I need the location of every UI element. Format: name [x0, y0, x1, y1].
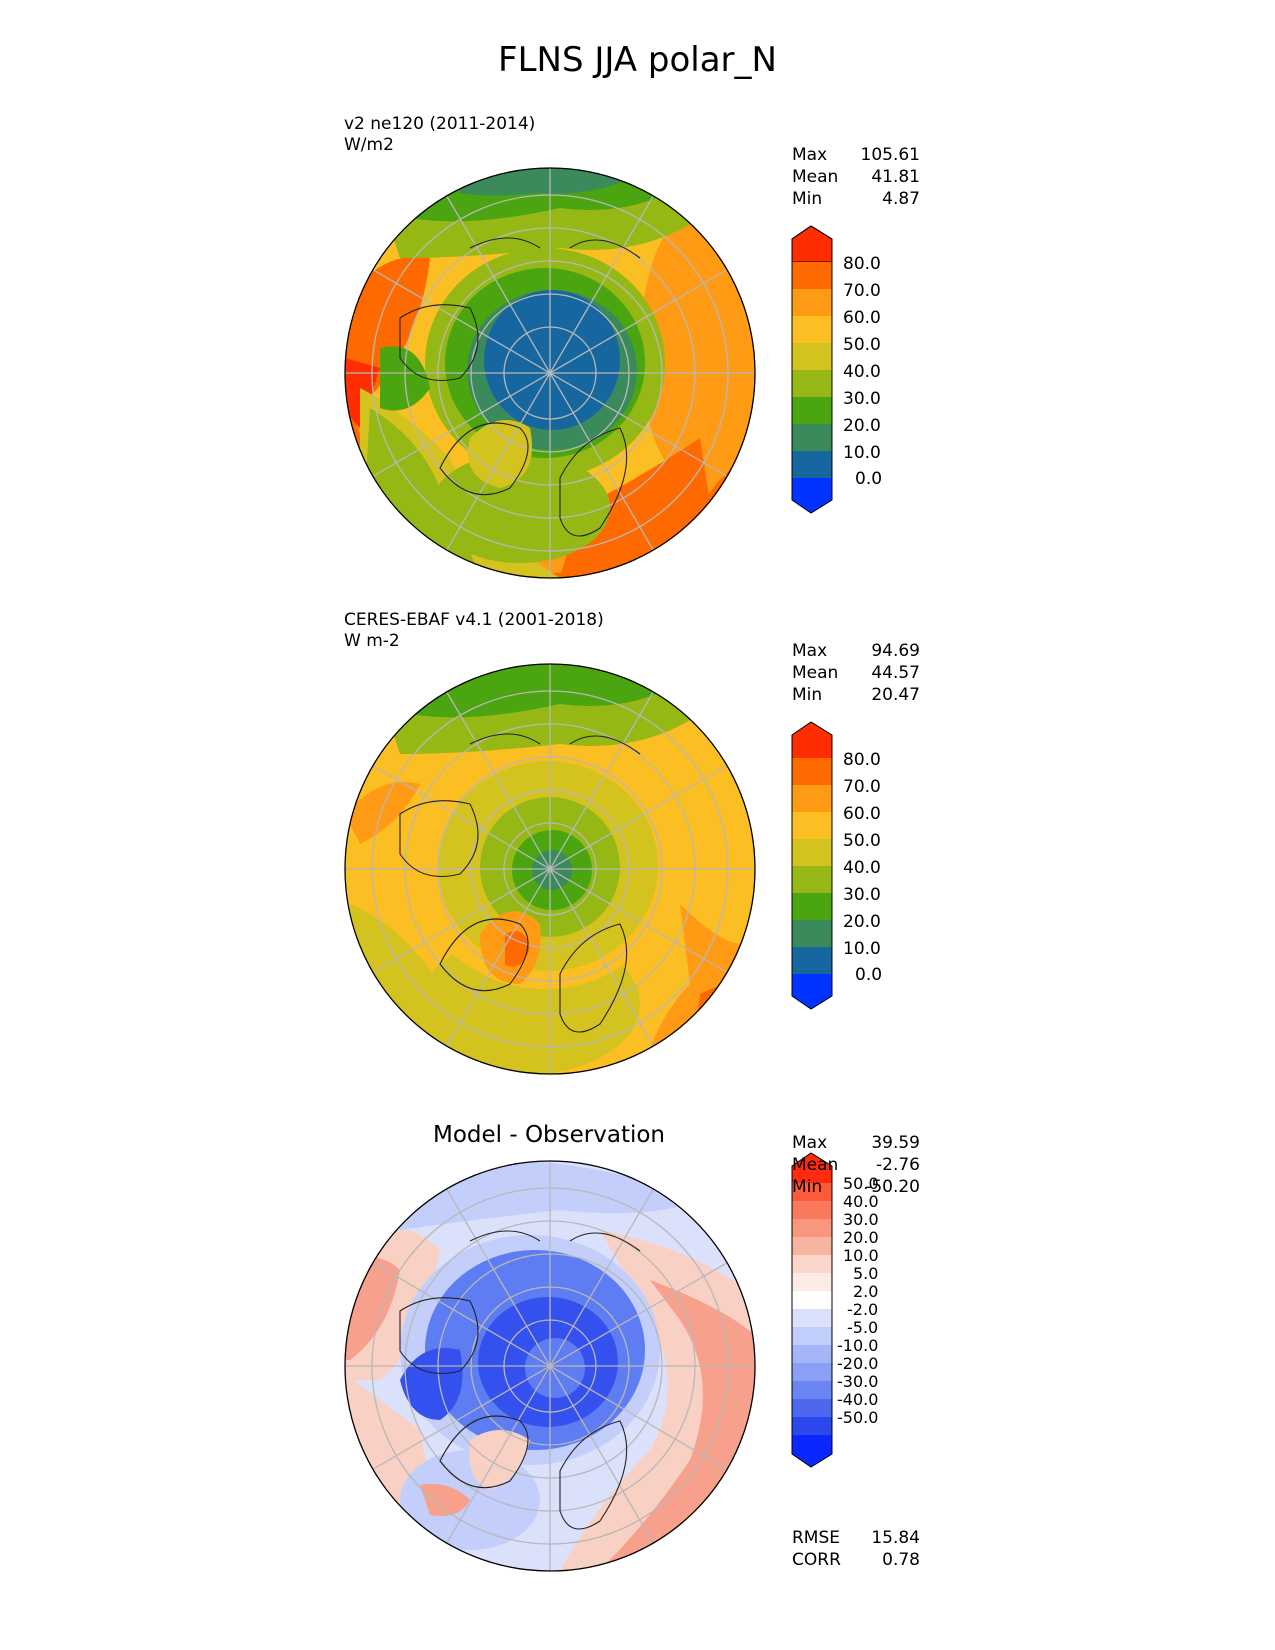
cbar-tick: -2.0 [847, 1300, 878, 1319]
cbar-tick: 40.0 [843, 1192, 879, 1211]
cbar-tick: 10.0 [843, 443, 881, 463]
stat-max: 39.59 [871, 1133, 920, 1153]
stat-mean: 41.81 [871, 167, 920, 187]
cbar-tick: -5.0 [847, 1318, 878, 1337]
stat-max: 94.69 [871, 641, 920, 661]
stat-mean: 44.57 [871, 663, 920, 683]
cbar-tick: -50.0 [837, 1408, 878, 1427]
cbar-tick: 20.0 [843, 1228, 879, 1247]
metric-label: RMSE [792, 1528, 841, 1548]
panel-obs-units: W m-2 [344, 631, 400, 651]
stat-label: Mean [792, 663, 839, 683]
cbar-tick: 70.0 [843, 281, 881, 301]
cbar-tick: 60.0 [843, 804, 881, 824]
metric-label: CORR [792, 1550, 841, 1570]
cbar-tick: -10.0 [837, 1336, 878, 1355]
stat-min: 20.47 [871, 685, 920, 705]
panel-diff-metrics: RMSE 15.84 CORR 0.78 [792, 1527, 920, 1571]
panel-model-stats: Max 105.61 Mean 41.81 Min 4.87 [792, 144, 920, 210]
stat-min: 4.87 [882, 189, 920, 209]
stat-label: Max [792, 145, 828, 165]
panel-model: v2 ne120 (2011-2014) W/m2 [0, 108, 1275, 588]
panel-obs-graphics: 80.0 70.0 60.0 50.0 40.0 30.0 20.0 10.0 … [344, 663, 882, 1075]
cbar-tick: 80.0 [843, 750, 881, 770]
colorbar-main-1: 80.0 70.0 60.0 50.0 40.0 30.0 20.0 10.0 … [791, 225, 882, 514]
cbar-tick: 50.0 [843, 1174, 879, 1193]
panel-diff-title: Model - Observation [432, 1122, 666, 1148]
cbar-tick: 80.0 [843, 254, 881, 274]
metric-corr: 0.78 [882, 1550, 920, 1570]
colorbar-main-2: 80.0 70.0 60.0 50.0 40.0 30.0 20.0 10.0 … [791, 721, 882, 1010]
panel-diff: Model - Observation [0, 1100, 1275, 1600]
stat-label: Min [792, 1177, 823, 1197]
panel-diff-graphics: 50.0 40.0 30.0 20.0 10.0 5.0 2.0 -2.0 -5… [344, 1152, 879, 1572]
stat-max: 105.61 [860, 145, 920, 165]
stat-min: -50.20 [865, 1177, 920, 1197]
polar-map-diff [345, 1161, 755, 1571]
cbar-tick: 50.0 [843, 831, 881, 851]
cbar-tick: 0.0 [855, 469, 882, 489]
cbar-tick: 5.0 [853, 1264, 878, 1283]
cbar-tick: 2.0 [853, 1282, 878, 1301]
stat-label: Mean [792, 1155, 839, 1175]
cbar-tick: 10.0 [843, 939, 881, 959]
stat-label: Mean [792, 167, 839, 187]
stat-label: Max [792, 1133, 828, 1153]
stat-label: Max [792, 641, 828, 661]
cbar-tick: 30.0 [843, 885, 881, 905]
cbar-tick: 40.0 [843, 858, 881, 878]
cbar-tick: -30.0 [837, 1372, 878, 1391]
colorbar-diff: 50.0 40.0 30.0 20.0 10.0 5.0 2.0 -2.0 -5… [791, 1152, 879, 1468]
panel-model-graphics: 80.0 70.0 60.0 50.0 40.0 30.0 20.0 10.0 … [344, 167, 882, 579]
panel-obs: CERES-EBAF v4.1 (2001-2018) W m-2 [0, 604, 1275, 1084]
cbar-tick: 70.0 [843, 777, 881, 797]
panel-diff-stats: Max 39.59 Mean -2.76 Min -50.20 [792, 1132, 920, 1198]
panel-model-units: W/m2 [344, 135, 394, 155]
cbar-tick: 20.0 [843, 416, 881, 436]
cbar-tick: 40.0 [843, 362, 881, 382]
stat-label: Min [792, 685, 823, 705]
cbar-tick: 30.0 [843, 389, 881, 409]
stat-mean: -2.76 [876, 1155, 920, 1175]
panel-obs-title: CERES-EBAF v4.1 (2001-2018) [344, 610, 604, 630]
cbar-tick: 60.0 [843, 308, 881, 328]
panel-obs-stats: Max 94.69 Mean 44.57 Min 20.47 [792, 640, 920, 706]
cbar-tick: -20.0 [837, 1354, 878, 1373]
cbar-tick: 30.0 [843, 1210, 879, 1229]
polar-map-obs [345, 664, 755, 1074]
cbar-tick: 50.0 [843, 335, 881, 355]
cbar-tick: 10.0 [843, 1246, 879, 1265]
stat-label: Min [792, 189, 823, 209]
metric-rmse: 15.84 [871, 1528, 920, 1548]
cbar-tick: 0.0 [855, 965, 882, 985]
panel-model-title: v2 ne120 (2011-2014) [344, 114, 536, 134]
cbar-tick: 20.0 [843, 912, 881, 932]
polar-map-model [345, 168, 755, 578]
figure-title: FLNS JJA polar_N [498, 40, 777, 80]
cbar-tick: -40.0 [837, 1390, 878, 1409]
